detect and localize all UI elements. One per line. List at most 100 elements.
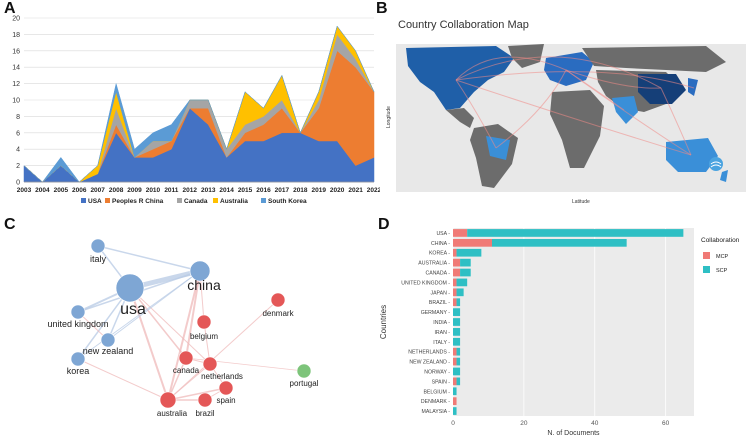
bar-scp-india <box>453 318 461 326</box>
area-x-tick: 2007 <box>90 187 105 194</box>
map-title: Country Collaboration Map <box>398 19 529 31</box>
bar-mcp-australia <box>453 258 461 267</box>
bar-category-label: BRAZIL - <box>429 300 450 306</box>
network-node-label: belgium <box>190 332 218 341</box>
area-y-tick: 8 <box>16 114 20 121</box>
bar-mcp-japan <box>453 288 457 297</box>
area-x-tick: 2016 <box>256 187 271 194</box>
network-node-china <box>189 260 211 282</box>
map-central-america <box>446 108 474 128</box>
network-node-label: spain <box>216 396 235 405</box>
network-edge <box>167 387 227 401</box>
bar-y-axis-label: Countries <box>379 305 388 339</box>
area-x-tick: 2014 <box>219 187 234 194</box>
area-y-tick: 6 <box>16 130 20 137</box>
bar-category-label: SPAIN - <box>432 379 451 385</box>
area-y-tick: 2 <box>16 163 20 170</box>
map-india <box>612 96 638 124</box>
area-x-tick: 2005 <box>54 187 69 194</box>
bar-category-label: IRAN - <box>434 330 450 336</box>
bar-scp-netherlands <box>456 347 461 356</box>
area-x-tick: 2003 <box>17 187 32 194</box>
network-node-label: denmark <box>262 309 294 318</box>
bar-category-label: AUSTRALIA - <box>418 261 450 267</box>
bar-mcp-spain <box>453 377 457 386</box>
network-node-belgium <box>196 314 212 330</box>
area-y-tick: 4 <box>16 147 20 154</box>
bar-mcp-korea <box>453 248 457 257</box>
map-x-axis-label: Latitude <box>572 199 590 205</box>
network-edge <box>77 358 169 401</box>
bar-scp-korea <box>456 248 482 257</box>
area-x-tick: 2019 <box>312 187 327 194</box>
bar-scp-australia <box>460 258 471 267</box>
bar-legend-swatch <box>703 252 710 259</box>
network-node-label: usa <box>120 301 146 318</box>
network-node-brazil <box>197 392 213 408</box>
bar-scp-spain <box>456 377 461 386</box>
collaboration-network: usa china italy united kingdom new zealand ko… <box>47 238 319 418</box>
network-node-label: china <box>187 277 221 293</box>
bar-x-tick: 0 <box>451 420 455 427</box>
network-node-usa <box>115 273 145 303</box>
area-x-tick: 2018 <box>293 187 308 194</box>
network-node-label: brazil <box>195 409 214 418</box>
network-node-label: united kingdom <box>47 319 108 329</box>
legend-swatch <box>177 198 182 203</box>
bar-scp-belgium <box>453 387 457 396</box>
legend-swatch <box>81 198 86 203</box>
panel-label-d: D <box>378 216 390 233</box>
bar-scp-new-zealand <box>456 357 461 366</box>
network-node-portugal <box>296 363 312 379</box>
area-x-tick: 2009 <box>127 187 142 194</box>
bar-mcp-new-zealand <box>453 357 457 366</box>
bar-scp-iran <box>453 328 461 336</box>
network-edge <box>185 270 201 359</box>
network-node-denmark <box>270 292 286 308</box>
legend-swatch <box>105 198 110 203</box>
network-node-label: australia <box>157 409 188 418</box>
bar-category-label: BELGIUM - <box>423 389 450 395</box>
bar-scp-canada <box>460 268 471 277</box>
bar-mcp-canada <box>453 268 461 277</box>
bar-chart-legend: Collaboration MCP SCP <box>701 237 740 274</box>
panel-label-a: A <box>4 0 16 17</box>
network-edge <box>129 287 187 359</box>
map-collaboration-links <box>455 56 695 156</box>
network-edge <box>129 287 169 401</box>
area-x-tick: 2008 <box>109 187 124 194</box>
bar-mcp-united-kingdom <box>453 278 457 287</box>
bar-chart-gridlines <box>452 228 694 416</box>
network-edge <box>97 245 201 272</box>
bar-scp-malaysia <box>453 407 457 415</box>
bar-x-tick: 60 <box>662 420 670 427</box>
area-x-tick: 2012 <box>183 187 198 194</box>
bar-scp-italy <box>453 337 461 346</box>
network-node-korea <box>70 351 86 367</box>
documents-bar-chart: 0 20 40 60 USA - CHINA - KOREA - AUSTRALIA - CAN… <box>379 228 740 436</box>
bar-category-label: NEW ZEALAND - <box>409 360 450 366</box>
bar-category-label: JAPAN - <box>430 290 450 296</box>
bar-scp-japan <box>456 288 464 297</box>
area-y-tick: 20 <box>12 16 20 23</box>
bar-x-tick: 40 <box>591 420 599 427</box>
network-node-australia <box>159 391 177 409</box>
bar-mcp-denmark <box>453 397 457 406</box>
network-edge <box>107 270 201 341</box>
area-chart-axes: 0 2 4 6 8 10 12 14 16 18 20 2003 2004 2005 2006 2007 200… <box>12 16 380 195</box>
area-x-tick: 2017 <box>275 187 290 194</box>
bar-scp-germany <box>453 308 461 316</box>
bar-category-label: MALAYSIA - <box>422 409 451 415</box>
area-x-tick: 2015 <box>238 187 253 194</box>
network-node-netherlands <box>202 356 218 372</box>
map-africa <box>550 90 604 168</box>
area-x-tick: 2011 <box>164 187 178 194</box>
bar-scp-norway <box>453 367 461 376</box>
map-new-zealand <box>720 170 728 182</box>
area-y-tick: 16 <box>12 48 20 55</box>
bar-category-label: INDIA - <box>433 320 450 326</box>
network-node-italy <box>90 238 106 254</box>
bar-mcp-netherlands <box>453 347 457 356</box>
area-chart-legend: USA Peoples R China Canada Australia South K… <box>81 198 307 205</box>
bar-category-label: DENMARK - <box>421 399 450 405</box>
